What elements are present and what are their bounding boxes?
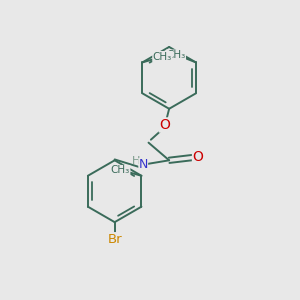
Text: CH₃: CH₃: [111, 166, 130, 176]
Text: O: O: [193, 150, 203, 164]
Text: CH₃: CH₃: [166, 50, 185, 60]
Text: H: H: [132, 156, 140, 166]
Text: N: N: [139, 158, 148, 171]
Text: CH₃: CH₃: [153, 52, 172, 61]
Text: O: O: [159, 118, 170, 132]
Text: Br: Br: [107, 233, 122, 246]
